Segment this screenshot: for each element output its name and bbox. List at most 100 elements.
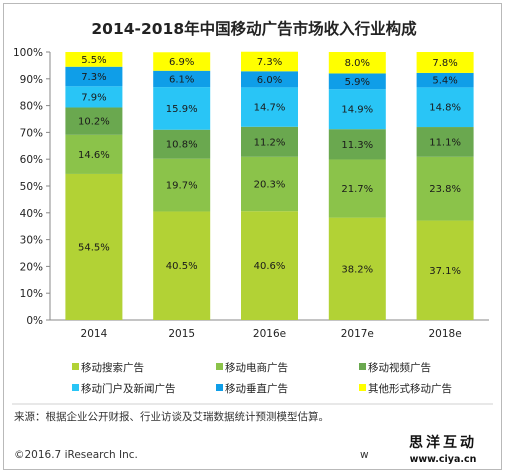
data-label: 11.3% (341, 140, 373, 151)
legend-swatch (216, 363, 223, 370)
bar-segment (416, 87, 474, 128)
plot-area: 0% 10% 20% 30% 40% 50% 60% 70% 80% 90% 100% 54.5% 14… (13, 47, 489, 340)
x-tick-label: 2017e (341, 328, 374, 340)
data-label: 15.9% (166, 104, 198, 115)
bar-segment (416, 72, 474, 88)
y-tick-label: 60% (20, 154, 43, 166)
bar-segment (65, 66, 123, 87)
data-label: 14.6% (78, 150, 110, 161)
legend-swatch (359, 363, 366, 370)
legend-label: 移动视频广告 (368, 361, 431, 374)
bar-segment (153, 70, 211, 88)
data-label: 5.4% (432, 76, 457, 87)
source-note: 来源：根据企业公开财报、行业访谈及艾瑞数据统计预测模型估算。 (14, 410, 329, 423)
data-label: 11.1% (429, 137, 461, 148)
bar-segment (241, 126, 298, 157)
y-tick-label: 10% (20, 288, 43, 300)
data-label: 5.5% (81, 55, 106, 66)
bar-segment (65, 107, 123, 135)
data-label: 7.3% (81, 72, 106, 83)
data-label: 8.0% (345, 58, 370, 69)
legend-swatch (72, 384, 79, 391)
x-tick-label: 2018e (429, 328, 462, 340)
bar-segment (328, 89, 386, 130)
x-tick-label: 2016e (253, 328, 286, 340)
data-label: 14.8% (429, 103, 461, 114)
y-tick-label: 20% (20, 261, 43, 273)
watermark-url: www.ciya.cn (410, 454, 477, 465)
data-label: 6.9% (169, 57, 194, 68)
data-label: 10.2% (78, 117, 110, 128)
bar-segment (65, 134, 123, 174)
y-tick-label: 30% (20, 235, 43, 247)
bar-segment (241, 51, 298, 72)
data-label: 21.7% (341, 184, 373, 195)
watermark-logo: 思洋互动 www.ciya.cn (388, 430, 498, 468)
data-label: 7.8% (432, 58, 457, 69)
data-label: 14.9% (341, 105, 373, 116)
legend-label: 移动垂直广告 (225, 382, 288, 395)
chart-title: 2014-2018年中国移动广告市场收入行业构成 (91, 19, 417, 38)
bar-segment (416, 127, 474, 157)
y-tick-label: 40% (20, 208, 43, 220)
bar-segment (241, 156, 298, 212)
legend-label: 其他形式移动广告 (368, 382, 452, 395)
bar-segment (241, 211, 298, 320)
y-tick-label: 90% (20, 74, 43, 86)
watermark-text: 思洋互动 (409, 434, 477, 451)
bar-segment (153, 129, 211, 159)
bar-segment (328, 73, 386, 90)
bar-segment (65, 52, 123, 67)
bar-segment (241, 87, 298, 127)
bar-segment (416, 52, 474, 73)
legend-swatch (216, 384, 223, 391)
y-tick-label: 70% (20, 127, 43, 139)
data-label: 20.3% (254, 179, 286, 190)
bar-segment (153, 87, 211, 130)
x-tick-label: 2014 (81, 328, 108, 340)
bar-segment (65, 173, 123, 320)
data-label: 7.3% (257, 57, 282, 68)
data-label: 14.7% (254, 103, 286, 114)
bar-segment (416, 156, 474, 221)
bar-segment (416, 220, 474, 320)
legend-swatch (359, 384, 366, 391)
copyright: ©2016.7 iResearch Inc. (14, 449, 138, 461)
data-label: 38.2% (341, 264, 373, 275)
data-label: 5.9% (345, 77, 370, 88)
bar-segment (328, 217, 386, 320)
chart-frame: 2014-2018年中国移动广告市场收入行业构成 0% 10% 20% 30% 40% 5… (3, 3, 502, 470)
legend-label: 移动电商广告 (225, 361, 288, 374)
bar-segment (153, 52, 211, 71)
bar-segment (241, 71, 298, 88)
x-tick-label: 2015 (168, 328, 195, 340)
stacked-bar-chart: 2014-2018年中国移动广告市场收入行业构成 0% 10% 20% 30% 40% 5… (12, 19, 498, 468)
data-label: 10.8% (166, 140, 198, 151)
data-label: 7.9% (81, 92, 106, 103)
bar-segment (328, 52, 386, 74)
bar-segment (328, 129, 386, 160)
data-label: 40.5% (166, 261, 198, 272)
legend-label: 移动门户及新闻广告 (81, 382, 176, 395)
bar-segment (153, 158, 211, 212)
y-tick-label: 50% (20, 181, 43, 193)
website-partial: w (360, 449, 369, 461)
legend-label: 移动搜索广告 (81, 361, 144, 374)
legend-swatch (72, 363, 79, 370)
data-label: 19.7% (166, 181, 198, 192)
watermark-bg (388, 430, 498, 468)
y-tick-label: 100% (13, 47, 43, 59)
bar-segment (65, 86, 123, 108)
data-label: 54.5% (78, 242, 110, 253)
data-label: 37.1% (429, 266, 461, 277)
data-label: 23.8% (429, 184, 461, 195)
data-label: 6.0% (257, 75, 282, 86)
y-tick-label: 0% (26, 315, 43, 327)
data-label: 40.6% (254, 261, 286, 272)
bar-segment (328, 159, 386, 218)
bar-segment (153, 211, 211, 320)
data-label: 6.1% (169, 74, 194, 85)
data-label: 11.2% (254, 137, 286, 148)
y-tick-label: 80% (20, 101, 43, 113)
